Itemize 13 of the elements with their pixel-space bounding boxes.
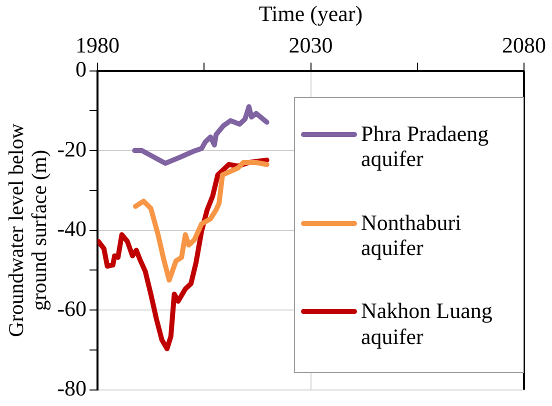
y-tick-label: -40 <box>57 216 87 242</box>
legend-label: Nonthaburi aquifer <box>361 210 462 260</box>
legend-label: Nakhon Luang aquifer <box>361 298 494 349</box>
y-tick-label: -60 <box>57 296 87 321</box>
x-tick-label: 2080 <box>502 32 546 58</box>
y-tick-label: -80 <box>57 376 87 401</box>
y-tick-label: -20 <box>57 136 87 162</box>
legend-label: Phra Pradaeng aquifer <box>361 121 490 172</box>
x-tick-label: 1980 <box>76 32 120 58</box>
y-tick-label: 0 <box>76 56 87 82</box>
x-axis-title: Time (year) <box>258 0 363 26</box>
y-axis-title: Groundwater level below ground surface (m) <box>4 122 52 338</box>
x-tick-label: 2030 <box>288 32 333 58</box>
